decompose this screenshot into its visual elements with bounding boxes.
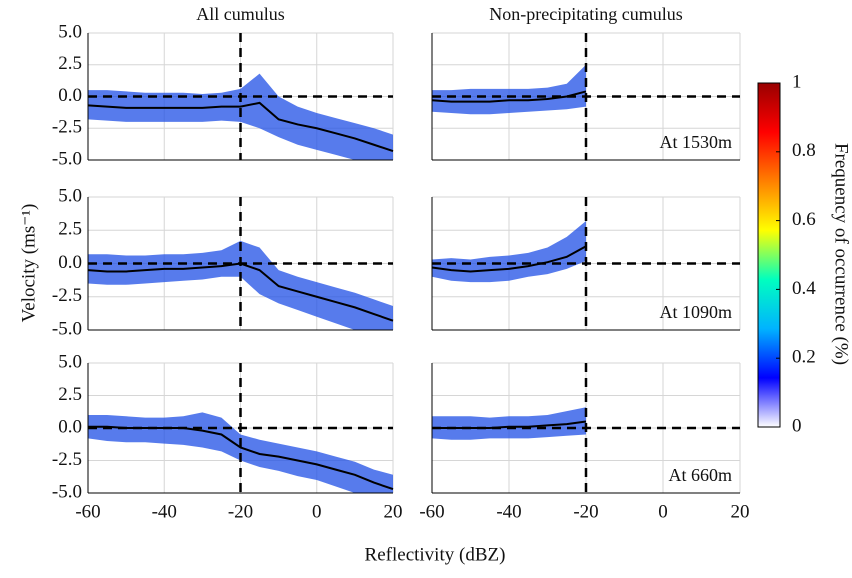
y-tick-label: -5.0 <box>52 148 82 169</box>
y-tick-label: 2.5 <box>58 384 82 405</box>
y-tick-label: -5.0 <box>52 318 82 339</box>
x-tick-label: 20 <box>731 501 750 522</box>
x-tick-label: 20 <box>384 501 403 522</box>
x-tick-label: -40 <box>496 501 521 522</box>
colorbar-label: Frequency of occurrence (%) <box>831 143 852 365</box>
x-tick-label: 0 <box>658 501 668 522</box>
y-tick-label: 5.0 <box>58 21 82 42</box>
mean-line <box>432 420 587 429</box>
y-tick-label: 0.0 <box>58 252 82 273</box>
density-area <box>88 412 393 493</box>
mean-line <box>431 245 587 273</box>
y-tick-label: 0.0 <box>58 416 82 437</box>
colorbar-tick-label: 0.8 <box>792 140 816 161</box>
mean-line <box>87 101 394 153</box>
panel-title: All cumulus <box>196 4 285 24</box>
y-tick-label: -2.5 <box>52 449 82 470</box>
colorbar <box>757 82 781 428</box>
colorbar-tick-label: 0.6 <box>792 209 816 230</box>
colorbar-tick-label: 0 <box>792 415 802 436</box>
colorbar-tick-label: 0.4 <box>792 278 816 299</box>
colorbar-tick-label: 0.2 <box>792 347 816 368</box>
panel-title: Non-precipitating cumulus <box>489 4 682 24</box>
y-tick-label: 2.5 <box>58 53 82 74</box>
x-tick-label: -20 <box>228 501 253 522</box>
colorbar-tick-label: 1 <box>792 71 802 92</box>
y-tick-label: 5.0 <box>58 351 82 372</box>
y-tick-label: 5.0 <box>58 185 82 206</box>
density-area <box>432 220 586 283</box>
x-tick-label: -20 <box>573 501 598 522</box>
y-tick-label: -2.5 <box>52 117 82 138</box>
density-area <box>432 407 586 440</box>
y-tick-label: -5.0 <box>52 481 82 502</box>
x-axis-label: Reflectivity (dBZ) <box>365 544 506 565</box>
x-tick-label: 0 <box>312 501 322 522</box>
x-tick-label: -40 <box>152 501 177 522</box>
panel-annotation: At 1090m <box>659 302 732 322</box>
panel-annotation: At 1530m <box>659 132 732 152</box>
y-tick-label: 0.0 <box>58 85 82 106</box>
x-tick-label: -60 <box>419 501 444 522</box>
y-axis-label: Velocity (ms⁻¹) <box>18 204 39 323</box>
y-tick-label: 2.5 <box>58 219 82 240</box>
x-tick-label: -60 <box>75 501 100 522</box>
panel-annotation: At 660m <box>668 465 732 485</box>
y-tick-label: -2.5 <box>52 285 82 306</box>
